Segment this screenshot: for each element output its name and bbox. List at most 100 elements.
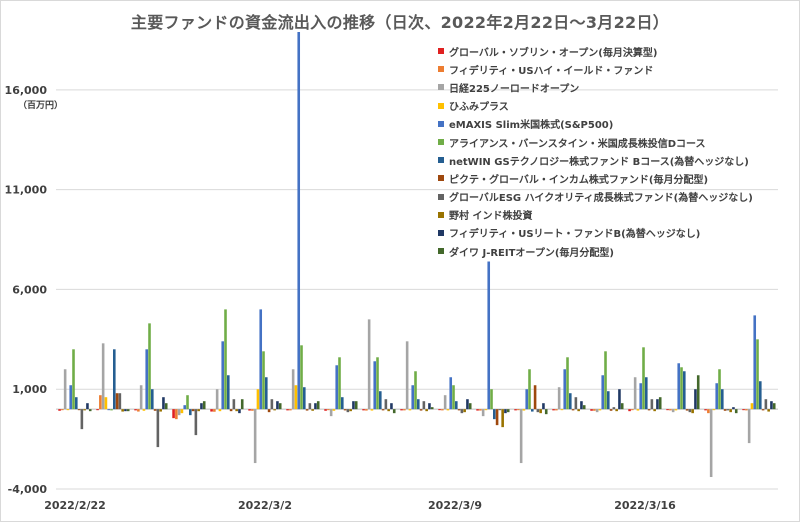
legend-item: ダイワ J-REITオープン(毎月分配型) [438,242,783,260]
bar [159,409,162,412]
bar [761,409,765,411]
bar [642,347,645,410]
bar [571,409,575,411]
bar [683,371,686,410]
bar [121,409,124,412]
bar [276,401,279,410]
bar [240,399,244,410]
bar [691,409,694,414]
bar [666,409,669,411]
bar [734,409,738,414]
legend-swatch [438,120,444,127]
bar [514,409,517,411]
bar [194,409,198,436]
legend-item: ピクテ・グローバル・インカム株式ファンド(毎月分配型) [438,169,783,187]
bar [86,403,89,410]
bar [709,409,713,478]
chart-legend: グローバル・ソブリン・オープン(毎月決算型) フィデリティ・USハイ・イールド・フ… [438,42,783,260]
bar [137,409,140,412]
bar [490,389,493,410]
bar [501,409,504,428]
bar [303,387,306,410]
bar [479,409,482,411]
bar [197,409,200,412]
bar [221,341,225,410]
bar [248,409,251,411]
bar [658,397,662,410]
legend-swatch [438,175,444,182]
bar [732,407,735,410]
bar [536,409,540,413]
bar [707,409,710,414]
bar [341,397,344,410]
bar [96,409,99,411]
bar [468,403,472,410]
bar [69,385,73,410]
bar [539,409,542,414]
bar [636,409,640,411]
bar [759,381,762,410]
legend-label: eMAXIS Slim米国株式(S&P500) [449,120,614,132]
bar [688,409,692,413]
bar [645,377,648,410]
bar [253,409,257,464]
bar [156,409,160,448]
bar [770,401,773,410]
legend-item: netWIN GSテクノロジー株式ファンド Bコース(為替ヘッジなし) [438,151,783,169]
bar [262,351,265,410]
bar [517,409,520,411]
bar [729,409,732,413]
legend-swatch [438,248,444,255]
bar [118,393,122,410]
bar [674,409,678,411]
bar [148,323,151,410]
bar [256,389,260,410]
x-tick-label: 2022/2/22 [44,499,106,512]
bar [311,409,314,411]
bar [145,349,149,410]
legend-label: ダイワ J-REITオープン(毎月分配型) [449,247,614,259]
bar [449,377,453,410]
bar [324,409,327,411]
bar [694,389,697,410]
bar [172,409,175,419]
legend-swatch [438,139,444,146]
bar [139,385,143,410]
bar [481,409,485,417]
bar [75,397,78,410]
bar [618,389,621,410]
legend-label: netWIN GSテクノロジー株式ファンド Bコース(為替ヘッジなし) [449,156,749,168]
bar [495,409,499,426]
bar [493,409,496,420]
y-tick-label: -4,000 [8,483,48,496]
bar [213,409,216,412]
bar [563,369,567,410]
bar [574,397,578,410]
bar [270,399,274,410]
y-axis-unit-label: （百万円） [18,101,64,111]
bar [704,409,707,411]
y-tick-label: 16,000 [5,84,48,97]
bar [457,409,461,411]
bar [580,401,583,410]
bar [522,409,526,411]
bar [104,397,108,410]
bar [650,399,654,410]
bar [677,363,681,410]
x-tick-label: 2022/3/2 [238,499,292,512]
bar [327,409,330,411]
bar [403,409,406,411]
bar [300,345,303,410]
bar [189,409,192,416]
bar [99,395,102,410]
bar [504,409,507,414]
bar [607,391,610,410]
legend-label: アライアンス・バーンスタイン・米国成長株投信Dコース [449,138,706,150]
bar [639,383,643,410]
bar [210,409,213,412]
bar [528,369,531,410]
bar [577,409,580,412]
bar [476,409,479,411]
bar [653,409,656,412]
bar [506,409,510,413]
